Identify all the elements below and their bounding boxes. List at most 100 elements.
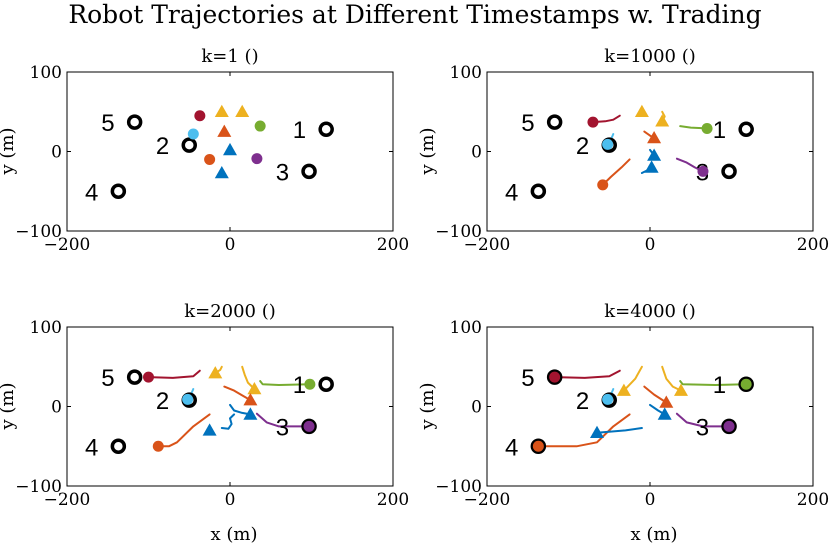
robot-triangle-marker [247, 382, 262, 395]
robot-triangle-marker [655, 114, 670, 127]
target-label: 1 [713, 372, 726, 399]
target-label: 2 [576, 133, 589, 160]
robot-triangle-marker [243, 407, 258, 420]
robot-trajectory [259, 380, 311, 386]
target-marker [110, 183, 127, 199]
robot-triangle-marker [243, 393, 258, 406]
robot-trajectory [537, 413, 631, 448]
robot-trajectory [241, 365, 256, 390]
target-label: 5 [101, 110, 114, 137]
x-tick-label: 0 [225, 235, 236, 255]
x-tick-label: −200 [44, 490, 91, 510]
robot-trajectory [229, 403, 252, 416]
target-label: 2 [576, 388, 589, 415]
figure-title: Robot Trajectories at Different Timestam… [68, 0, 761, 29]
x-tick-label: −200 [464, 490, 511, 510]
robot-circle-marker [254, 120, 266, 132]
x-tick-label: 200 [377, 235, 409, 255]
robot-trajectory [255, 412, 311, 428]
target-marker [318, 121, 334, 137]
robot-triangle-marker [634, 104, 649, 117]
y-tick-label: 0 [51, 398, 62, 418]
target-marker [530, 183, 547, 199]
target-label: 4 [85, 434, 98, 461]
robot-circle-marker [532, 440, 544, 452]
target-label: 3 [276, 159, 289, 186]
target-marker [318, 376, 334, 392]
robot-triangle-marker [214, 166, 229, 179]
robot-triangle-marker [208, 366, 223, 379]
robot-circle-marker [187, 128, 199, 140]
robot-triangle-marker [590, 425, 604, 438]
target-marker [110, 438, 127, 454]
robot-circle-marker [697, 165, 709, 177]
robot-circle-marker [602, 138, 614, 150]
target-marker [301, 418, 317, 435]
subplot-title: k=1000 () [604, 46, 696, 67]
subplot-k1: k=1 () −200 0 200 −100 0 100 1 2 3 4 5 [15, 46, 409, 255]
robot-triangle-marker [214, 104, 229, 117]
robot-trajectory [679, 380, 748, 386]
y-axis-label-bottom-right: y (m) [417, 382, 438, 430]
robot-triangle-marker [659, 395, 674, 408]
robot-circle-marker [701, 122, 713, 134]
target-label: 3 [276, 414, 289, 441]
robot-circle-marker [152, 440, 164, 452]
target-label: 4 [505, 434, 518, 461]
x-axis-label-right: x (m) [631, 524, 678, 545]
robot-trajectory [601, 158, 631, 186]
robot-trajectory [553, 369, 621, 379]
x-tick-label: 0 [645, 235, 656, 255]
target-marker [530, 438, 547, 454]
y-tick-label: −100 [435, 477, 482, 497]
y-tick-label: −100 [15, 222, 62, 242]
y-axis-label-bottom-left: y (m) [0, 382, 18, 430]
x-tick-label: −200 [44, 235, 91, 255]
robot-triangle-marker [217, 124, 232, 137]
y-tick-label: 0 [471, 398, 482, 418]
robot-circle-marker [303, 420, 315, 432]
y-tick-label: 100 [30, 318, 62, 338]
robot-circle-marker [194, 110, 206, 122]
target-label: 1 [293, 372, 306, 399]
robot-triangle-marker [657, 407, 672, 420]
robot-triangle-marker [647, 148, 662, 161]
target-marker [546, 114, 563, 130]
target-marker [721, 418, 737, 435]
y-tick-label: 0 [51, 143, 62, 163]
subplot-k2000: k=2000 () −200 0 200 −100 0 100 1 2 3 4 5 [15, 301, 409, 510]
robot-triangle-marker [235, 104, 250, 117]
target-label: 2 [156, 388, 169, 415]
y-tick-label: 0 [471, 143, 482, 163]
robot-trajectory [220, 413, 236, 430]
target-marker [181, 137, 197, 153]
robot-trajectory [592, 114, 621, 124]
target-marker [738, 121, 754, 137]
x-tick-label: 200 [377, 490, 409, 510]
robot-trajectory [157, 413, 211, 448]
robot-circle-marker [182, 393, 194, 405]
robot-circle-marker [587, 116, 599, 128]
x-axis-label-left: x (m) [211, 524, 258, 545]
target-marker [301, 163, 317, 180]
target-label: 1 [293, 117, 306, 144]
target-label: 5 [521, 365, 534, 392]
y-tick-label: 100 [450, 63, 482, 83]
robot-circle-marker [304, 378, 316, 390]
target-label: 5 [101, 365, 114, 392]
x-tick-label: 0 [225, 490, 236, 510]
y-axis-label-top-left: y (m) [0, 127, 18, 175]
robot-triangle-marker [674, 383, 688, 396]
robot-circle-marker [251, 153, 263, 165]
x-tick-label: 200 [797, 235, 829, 255]
robot-triangle-marker [616, 383, 631, 396]
target-label: 4 [505, 179, 518, 206]
x-tick-label: 200 [797, 490, 829, 510]
target-marker [126, 369, 143, 385]
robot-trajectory [223, 385, 252, 402]
target-label: 5 [521, 110, 534, 137]
y-tick-label: −100 [435, 222, 482, 242]
target-label: 3 [696, 414, 709, 441]
